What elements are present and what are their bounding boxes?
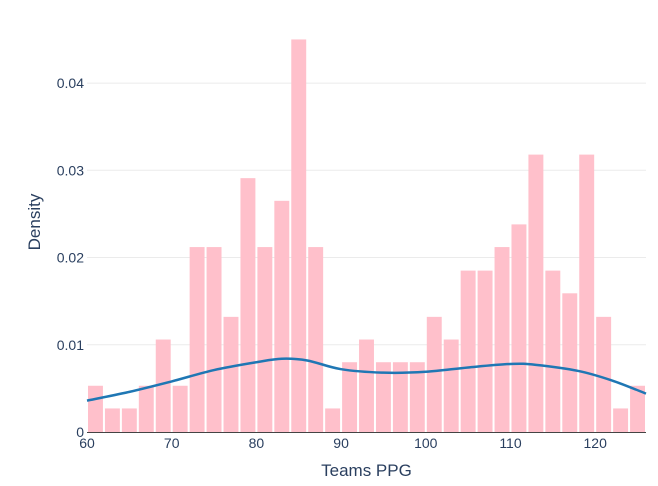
histogram-bar — [460, 270, 476, 432]
histogram-bar — [223, 316, 239, 432]
histogram-bar — [596, 316, 612, 432]
histogram-bar — [562, 293, 578, 432]
histogram-bar — [359, 339, 374, 432]
histogram-bar — [409, 362, 425, 432]
histogram-bar — [630, 385, 645, 432]
histogram-bar — [325, 408, 341, 432]
x-tick-label: 110 — [499, 435, 522, 451]
y-tick-label: 0.04 — [57, 75, 84, 91]
x-tick-label: 90 — [333, 435, 349, 451]
histogram-bar — [375, 362, 391, 432]
histogram-bar — [443, 339, 459, 432]
histogram-bar — [511, 224, 527, 432]
histogram-bar — [206, 247, 222, 432]
x-tick-label: 60 — [79, 435, 95, 451]
grid-lines — [87, 82, 646, 346]
y-tick-label: 0.01 — [57, 337, 84, 353]
x-tick-label: 70 — [164, 435, 180, 451]
x-axis-ticks: 60 70 80 90 100 110 120 — [79, 435, 607, 451]
histogram-bar — [528, 154, 544, 432]
histogram-bar — [308, 247, 324, 432]
histogram-bar — [426, 316, 442, 432]
histogram-bar — [88, 385, 103, 432]
histogram-bar — [545, 270, 561, 432]
histogram-bar — [392, 362, 408, 432]
histogram-bar — [172, 385, 188, 432]
histogram-bar — [138, 385, 154, 432]
y-tick-label: 0.03 — [57, 162, 84, 178]
y-tick-label: 0.02 — [57, 250, 84, 266]
histogram-bar — [291, 39, 307, 432]
histogram-bar — [579, 154, 595, 432]
histogram-bar — [613, 408, 629, 432]
histogram-bar — [477, 270, 493, 432]
histogram-bar — [189, 247, 205, 432]
y-axis-ticks: 0 0.01 0.02 0.03 0.04 — [57, 75, 84, 440]
y-axis-title: Density — [25, 193, 44, 250]
density-curve — [86, 357, 647, 402]
y-tick-label: 0 — [76, 424, 84, 440]
histogram-bar — [104, 408, 120, 432]
x-tick-label: 120 — [584, 435, 608, 451]
histogram-bar — [240, 178, 256, 432]
histogram-bar — [257, 247, 273, 432]
histogram-bar — [155, 339, 171, 432]
x-axis-title: Teams PPG — [321, 461, 412, 480]
histogram-bars — [88, 39, 645, 432]
histogram-bar — [274, 200, 290, 432]
histogram-bar — [121, 408, 137, 432]
x-tick-label: 100 — [414, 435, 438, 451]
histogram-bar — [342, 362, 358, 432]
histogram-bar — [494, 247, 510, 432]
x-tick-label: 80 — [249, 435, 265, 451]
